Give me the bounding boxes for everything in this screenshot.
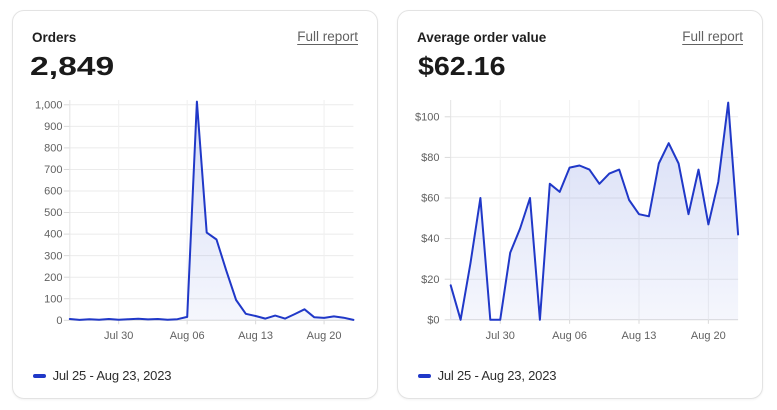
svg-text:$0: $0: [427, 314, 439, 326]
svg-text:$100: $100: [415, 111, 439, 123]
svg-text:100: 100: [44, 293, 62, 305]
svg-text:Aug 13: Aug 13: [622, 330, 657, 342]
svg-text:$80: $80: [421, 152, 439, 164]
svg-text:Jul 30: Jul 30: [486, 330, 515, 342]
svg-text:$60: $60: [421, 193, 439, 205]
svg-text:800: 800: [44, 143, 62, 155]
svg-text:$40: $40: [421, 233, 439, 245]
svg-text:200: 200: [44, 272, 62, 284]
svg-text:300: 300: [44, 250, 62, 262]
svg-text:600: 600: [44, 186, 62, 198]
svg-text:Aug 06: Aug 06: [552, 330, 587, 342]
svg-text:Aug 06: Aug 06: [170, 330, 205, 342]
svg-text:Aug 13: Aug 13: [238, 330, 273, 342]
svg-text:500: 500: [44, 207, 62, 219]
svg-text:Aug 20: Aug 20: [691, 330, 726, 342]
svg-text:400: 400: [44, 229, 62, 241]
svg-text:Aug 20: Aug 20: [307, 330, 342, 342]
svg-text:Jul 30: Jul 30: [104, 330, 133, 342]
svg-text:0: 0: [56, 315, 62, 327]
svg-text:1,000: 1,000: [35, 99, 63, 111]
svg-text:$20: $20: [421, 274, 439, 286]
svg-text:700: 700: [44, 164, 62, 176]
svg-text:900: 900: [44, 121, 62, 133]
